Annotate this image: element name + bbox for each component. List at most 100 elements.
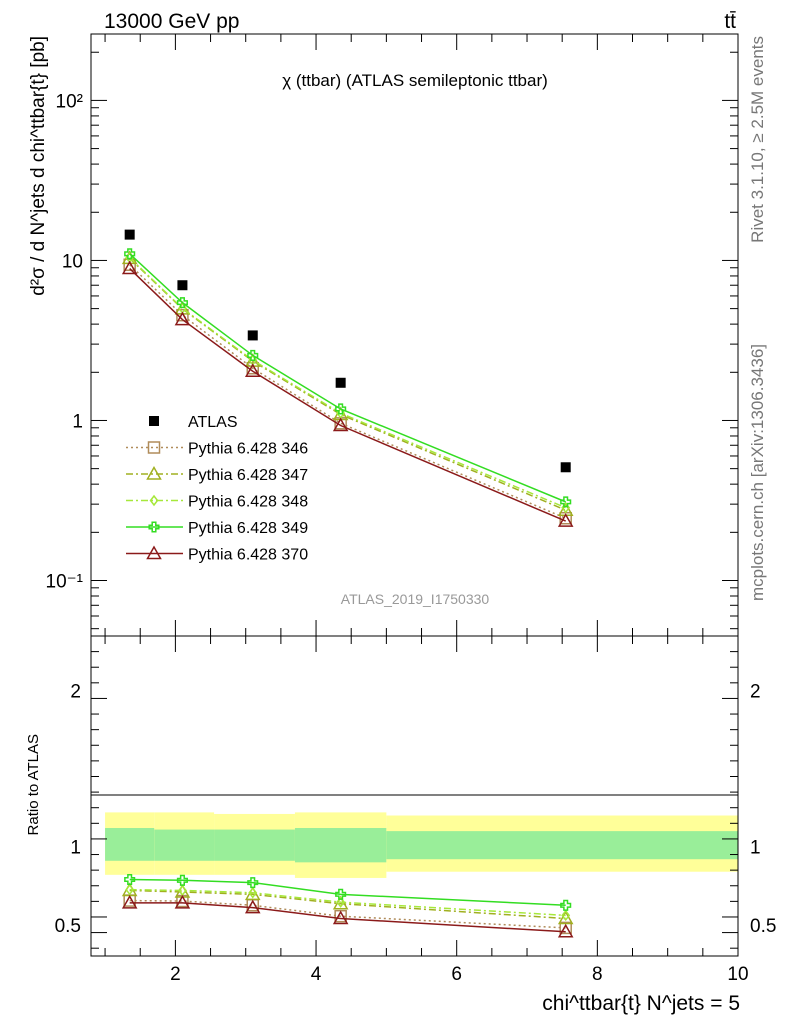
legend-label: Pythia 6.428 370: [188, 547, 308, 564]
ratio-series-4: [121, 894, 574, 938]
main-point: [335, 377, 346, 388]
x-tick-label: 10: [727, 964, 748, 985]
legend-entry: Pythia 6.428 370: [126, 545, 308, 564]
ratio-point: [244, 899, 261, 914]
legend-entry: Pythia 6.428 347: [126, 465, 308, 484]
ratio-point: [560, 899, 572, 911]
legend-entry: ATLAS: [149, 414, 238, 431]
legend-label: Pythia 6.428 349: [188, 520, 308, 537]
legend-marker: [146, 545, 162, 560]
legend-entry: Pythia 6.428 346: [126, 441, 308, 458]
process-label: tt̄: [724, 10, 736, 33]
ratio-band-inner: [386, 831, 738, 860]
ratio-series-3: [124, 873, 572, 911]
ratio-point: [559, 921, 572, 935]
main-series-line: [129, 268, 566, 522]
main-series-4: [124, 248, 572, 508]
main-point: [560, 496, 572, 508]
legend-marker: [149, 494, 159, 507]
legend-entry: Pythia 6.428 349: [126, 520, 308, 537]
ratio-y-tick-label: 2: [70, 682, 81, 703]
ratio-series-line: [129, 888, 566, 917]
ratio-series-line: [129, 899, 566, 929]
legend-label: ATLAS: [188, 414, 238, 431]
legend-marker: [147, 441, 161, 454]
ratio-y-axis-label: Ratio to ATLAS: [25, 734, 42, 835]
main-point: [244, 363, 261, 378]
legend-label: Pythia 6.428 346: [188, 441, 308, 458]
x-tick-label: 8: [592, 964, 603, 985]
ratio-series-2: [125, 883, 571, 922]
ratio-point: [248, 887, 258, 899]
ratio-band-inner: [154, 829, 215, 861]
main-point: [124, 248, 136, 260]
legend-marker: [148, 521, 160, 533]
ratio-y-tick-label-right: 2: [750, 682, 761, 703]
ratio-point: [336, 896, 346, 908]
ratio-band-inner: [294, 828, 387, 863]
main-y-tick-label: 10²: [56, 91, 83, 112]
ratio-frame: [90, 635, 739, 957]
ratio-point: [174, 894, 191, 909]
main-point: [176, 297, 188, 309]
ratio-series: [121, 873, 574, 938]
ratio-point: [335, 888, 347, 900]
legend-entry: Pythia 6.428 348: [126, 494, 308, 511]
main-series-line: [129, 264, 566, 519]
ratio-band-inner: [214, 829, 295, 861]
x-tick-label: 4: [311, 964, 322, 985]
main-series-0: [124, 229, 571, 473]
main-point: [174, 311, 191, 326]
ratio-series-line: [129, 889, 566, 920]
ratio-series-line: [129, 878, 566, 907]
legend-label: Pythia 6.428 347: [188, 467, 308, 484]
main-y-tick-label: 10⁻¹: [46, 572, 84, 593]
legend-marker: [146, 465, 162, 480]
ratio-point: [125, 883, 135, 896]
main-point: [121, 260, 138, 275]
main-y-tick-label: 10: [62, 251, 83, 272]
ratio-bands: [105, 812, 738, 878]
rivet-label: Rivet 3.1.10, ≥ 2.5M events: [748, 36, 767, 243]
ratio-band-inner: [105, 828, 155, 861]
ratio-panel: 2 4 6 8 10 0.5 0.5 1 1 2 2: [55, 635, 776, 985]
ratio-series-line: [129, 902, 566, 933]
main-title: χ (ttbar) (ATLAS semileptonic ttbar): [282, 71, 548, 90]
ratio-point: [124, 873, 136, 886]
ratio-y-tick-label: 1: [70, 838, 81, 859]
ratio-y-tick-label-right: 1: [750, 838, 761, 859]
analysis-id: ATLAS_2019_I1750330: [341, 591, 490, 607]
ratio-point: [176, 874, 188, 886]
x-tick-label: 6: [451, 964, 462, 985]
ratio-ticks: 2 4 6 8 10 0.5 0.5 1 1 2 2: [55, 636, 776, 985]
ratio-point: [247, 877, 259, 889]
main-point: [246, 361, 259, 375]
x-axis-label: chi^ttbar{t} N^jets = 5: [542, 992, 740, 1015]
ratio-point: [557, 923, 574, 938]
ratio-point: [557, 910, 574, 925]
main-series-line: [129, 253, 566, 503]
legend-label: Pythia 6.428 348: [188, 494, 308, 511]
energy-label: 13000 GeV pp: [104, 10, 239, 33]
ratio-y-tick-label-right: 0.5: [750, 916, 776, 937]
main-point: [177, 280, 188, 291]
ratio-y-tick-label: 0.5: [55, 916, 81, 937]
main-series: [121, 229, 574, 527]
legend: ATLAS Pythia 6.428 346 Pythia 6.428 347 Pyt…: [126, 414, 308, 564]
main-ticks: 10⁻¹ 1 10 10²: [46, 34, 739, 636]
main-point: [124, 229, 135, 240]
main-point: [332, 417, 349, 432]
main-y-tick-label: 1: [72, 411, 83, 432]
main-point: [560, 462, 571, 473]
legend-marker: [149, 416, 159, 426]
main-point: [335, 403, 347, 415]
ratio-point: [561, 909, 571, 922]
main-point: [557, 513, 574, 527]
x-tick-label: 2: [170, 964, 181, 985]
ratio-point: [332, 910, 349, 925]
ratio-point: [121, 894, 138, 909]
mcplots-label: mcplots.cern.ch [arXiv:1306.3436]: [748, 344, 767, 601]
main-point: [247, 330, 258, 341]
main-y-axis-label: d²σ / d N^jets d chi^ttbar{t} [pb]: [28, 36, 49, 296]
